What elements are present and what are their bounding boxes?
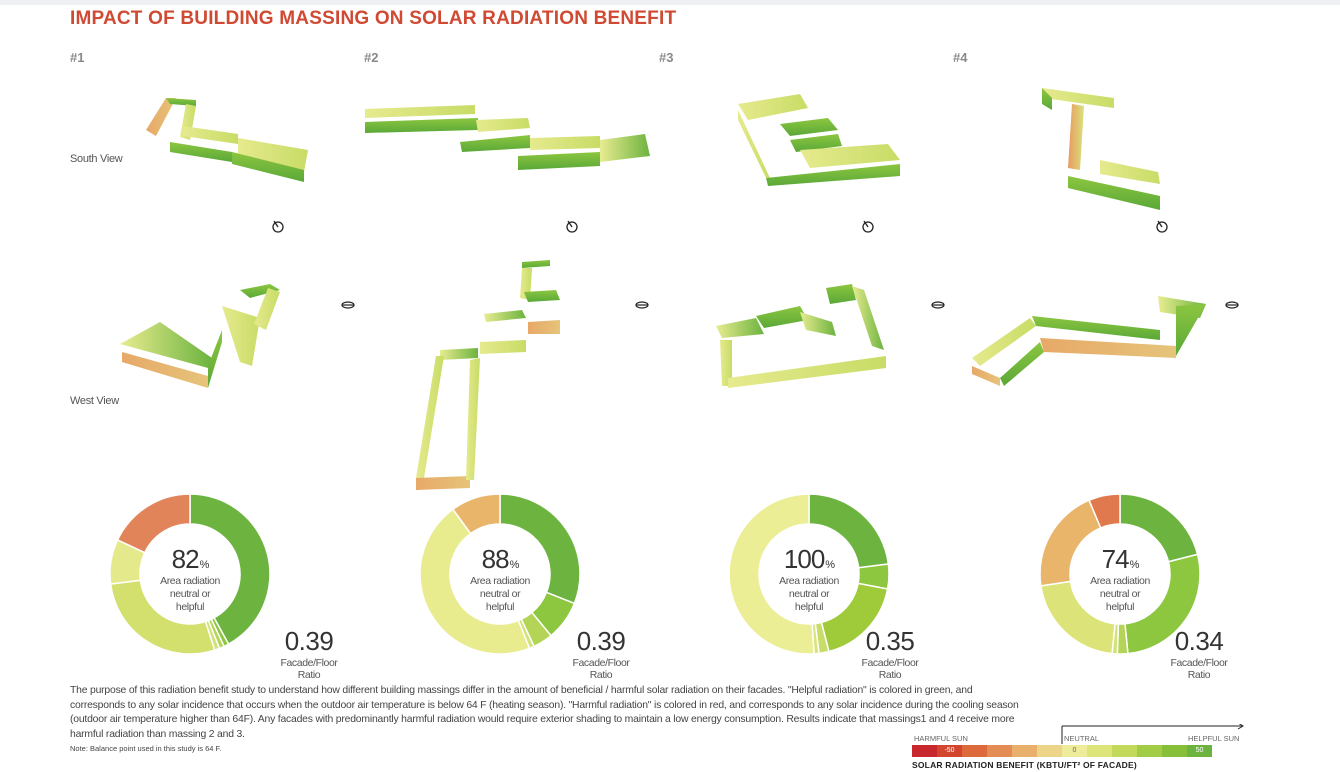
massing-2-donut-segment-5 (419, 508, 531, 655)
massing-3-south-view (738, 94, 900, 186)
massing-1-percent: 82% (110, 544, 270, 575)
massing-3-percent: 100% (729, 544, 889, 575)
massing-4-south-view (1042, 88, 1160, 210)
massing-1-donut-center: 82% Area radiation neutral or helpful (110, 544, 270, 614)
massing-4-percent-unit: % (1129, 559, 1140, 571)
massing-1-ratio-label-1: Facade/Floor (280, 657, 338, 669)
massing-1-donut-segment-7 (116, 493, 191, 554)
massing-1-label: #1 (70, 50, 85, 65)
massing-1-south-view (146, 98, 308, 182)
massing-4-percent-value: 74 (1101, 544, 1130, 574)
massing-1-ratio: 0.39 Facade/Floor Ratio (274, 626, 344, 681)
massing-1-donut-svg (109, 493, 271, 655)
legend-swatch-12: 50 (1187, 745, 1212, 757)
massing-4-caption-line-2: neutral or (1099, 588, 1141, 600)
massing-3-ratio: 0.35 Facade/Floor Ratio (855, 626, 925, 681)
massing-2-percent-unit: % (509, 559, 520, 571)
massing-3-west-view (716, 284, 886, 388)
massing-4-donut-segment-7 (1088, 493, 1121, 529)
massing-3-caption-line-3: helpful (794, 601, 824, 613)
massing-1-caption-line-1: Area radiation (160, 575, 220, 587)
massing-1-donut: 82% Area radiation neutral or helpful (109, 493, 310, 664)
massing-2-south-view (365, 105, 650, 170)
legend-swatch-4 (987, 745, 1012, 757)
legend-swatch-11 (1162, 745, 1187, 757)
massing-2-ratio: 0.39 Facade/Floor Ratio (566, 626, 636, 681)
massing-3-donut-segment-6 (728, 493, 815, 655)
legend-swatch-10 (1137, 745, 1162, 757)
massing-3-donut: 100% Area radiation neutral or helpful (728, 493, 929, 664)
massing-2-caption-line-1: Area radiation (470, 575, 530, 587)
compass-icons-south (272, 220, 1168, 233)
massing-2-caption-line-3: helpful (485, 601, 515, 613)
legend-swatch-2: -50 (937, 745, 962, 757)
massing-4-ratio: 0.34 Facade/Floor Ratio (1164, 626, 1234, 681)
massing-4-donut: 74% Area radiation neutral or helpful (1039, 493, 1240, 664)
massing-4-ratio-value: 0.34 (1174, 626, 1224, 656)
massing-3-ratio-label-1: Facade/Floor (861, 657, 919, 669)
massing-1-caption-line-3: helpful (175, 601, 205, 613)
massing-1-donut-segment-1 (189, 493, 271, 646)
legend-arrow (1061, 724, 1244, 744)
massing-3-caption-line-2: neutral or (788, 588, 830, 600)
massing-drawings (120, 88, 1239, 490)
massing-4-label: #4 (953, 50, 968, 65)
massing-1-percent-value: 82 (171, 544, 200, 574)
massing-2-donut-segment-6 (451, 493, 501, 535)
legend-helpful-label: HELPFUL SUN (1188, 734, 1240, 743)
massing-2-caption-line-2: neutral or (479, 588, 521, 600)
massing-2-ratio-label-1: Facade/Floor (572, 657, 630, 669)
massing-3-percent-value: 100 (783, 544, 825, 574)
massing-4-donut-svg (1039, 493, 1201, 655)
massing-4-percent: 74% (1040, 544, 1200, 575)
massing-2-donut: 88% Area radiation neutral or helpful (419, 493, 620, 664)
radiation-legend: HARMFUL SUN NEUTRAL HELPFUL SUN -50 0 50 S… (912, 724, 1252, 770)
legend-swatch-6 (1037, 745, 1062, 757)
legend-color-bar: -50 0 50 (912, 745, 1212, 757)
massing-4-west-view (972, 296, 1206, 386)
page-title: IMPACT OF BUILDING MASSING ON SOLAR RADI… (70, 8, 677, 29)
massing-2-ratio-value: 0.39 (576, 626, 626, 656)
massing-1-ratio-value: 0.39 (284, 626, 334, 656)
massing-2-west-view (416, 260, 560, 490)
legend-swatch-7: 0 (1062, 745, 1087, 757)
legend-swatch-8 (1087, 745, 1112, 757)
west-view-label: West View (70, 395, 119, 407)
massing-4-caption-line-3: helpful (1105, 601, 1135, 613)
massing-2-percent-value: 88 (481, 544, 510, 574)
massing-3-ratio-value: 0.35 (865, 626, 915, 656)
massing-3-donut-center: 100% Area radiation neutral or helpful (729, 544, 889, 614)
top-strip (0, 0, 1340, 5)
legend-swatch-1 (912, 745, 937, 757)
compass-icons-west (341, 301, 1239, 309)
massing-2-donut-center: 88% Area radiation neutral or helpful (420, 544, 580, 614)
massing-1-caption-line-2: neutral or (169, 588, 211, 600)
legend-swatch-3 (962, 745, 987, 757)
massing-2-donut-svg (419, 493, 581, 655)
massing-4-caption-line-1: Area radiation (1090, 575, 1150, 587)
legend-swatch-9 (1112, 745, 1137, 757)
massing-1-ratio-label-2: Ratio (297, 669, 321, 681)
massing-3-label: #3 (659, 50, 674, 65)
massing-2-percent: 88% (420, 544, 580, 575)
massing-3-ratio-label-2: Ratio (878, 669, 902, 681)
massing-1-west-view (120, 284, 280, 388)
massing-1-percent-unit: % (199, 559, 210, 571)
massing-4-ratio-label-2: Ratio (1187, 669, 1211, 681)
legend-harmful-label: HARMFUL SUN (914, 734, 968, 743)
massing-3-donut-svg (728, 493, 890, 655)
massing-4-donut-center: 74% Area radiation neutral or helpful (1040, 544, 1200, 614)
massing-2-ratio-label-2: Ratio (589, 669, 613, 681)
study-note: Note: Balance point used in this study i… (70, 744, 222, 753)
massing-4-ratio-label-1: Facade/Floor (1170, 657, 1228, 669)
legend-swatch-5 (1012, 745, 1037, 757)
legend-neutral-label: NEUTRAL (1064, 734, 1100, 743)
massing-3-caption-line-1: Area radiation (779, 575, 839, 587)
massing-3-percent-unit: % (825, 559, 835, 571)
massing-2-label: #2 (364, 50, 379, 65)
south-view-label: South View (70, 153, 123, 165)
legend-title: SOLAR RADIATION BENEFIT (KBTU/FT² OF FAC… (912, 760, 1137, 770)
study-description: The purpose of this radiation benefit st… (70, 685, 1019, 740)
